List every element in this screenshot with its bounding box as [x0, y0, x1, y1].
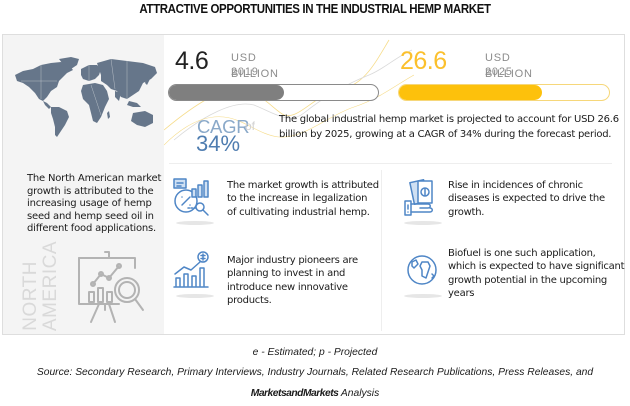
- icon-shadow: [176, 221, 214, 225]
- stat-2019-progress-fill: [169, 85, 284, 100]
- icon-shadow: [404, 294, 442, 298]
- brand-name: MarketsandMarkets: [250, 388, 339, 399]
- cagr-value: 34%: [196, 131, 241, 156]
- region-label-line2: AMERICA: [40, 240, 61, 331]
- region-panel: The North American market growth is attr…: [3, 35, 164, 334]
- cagr-of: of: [245, 119, 256, 133]
- growth-chart-dollar-icon: [172, 250, 218, 298]
- stat-2025-value: 26.6: [400, 47, 447, 75]
- stat-2019-progress-bar: [168, 84, 379, 101]
- region-label: NORTH AMERICA: [17, 241, 63, 331]
- stat-2019-unit: USD BILLION: [231, 52, 279, 80]
- insight-investment-text: Major industry pioneers are planning to …: [227, 255, 358, 306]
- stat-2019-value: 4.6: [175, 47, 209, 75]
- stat-2025-progress-fill: [399, 85, 542, 100]
- infographic-title: ATTRACTIVE OPPORTUNITIES IN THE INDUSTRI…: [139, 2, 491, 16]
- insight-legalization-text: The market growth is attributed to the i…: [227, 180, 379, 218]
- section-divider: [169, 163, 612, 164]
- analysis-label: Analysis: [338, 388, 380, 399]
- region-description: The North American market growth is attr…: [27, 173, 162, 235]
- icon-shadow: [176, 294, 214, 298]
- stat-2019-year: 2019: [231, 66, 259, 78]
- column-divider: [381, 170, 382, 331]
- globe-icon: [400, 250, 446, 298]
- region-label-line1: NORTH: [20, 261, 41, 331]
- presentation-analytics-icon: [78, 251, 144, 323]
- stat-2025-unit: USD BILLION: [485, 52, 533, 80]
- stat-2025-year: 2025: [485, 66, 513, 78]
- source-attribution: MarketsandMarkets Analysis: [0, 388, 630, 399]
- cagr-description: The global industrial hemp market is pro…: [279, 114, 619, 140]
- world-map-icon: [15, 57, 157, 137]
- insight-biofuel-text: Biofuel is one such application, which i…: [448, 248, 625, 299]
- cagr-label: CAGR: [197, 116, 250, 137]
- stat-2025-progress-bar: [398, 84, 610, 101]
- insight-chronic-diseases-text: Rise in incidences of chronic diseases i…: [448, 180, 605, 218]
- money-hand-icon: [400, 177, 446, 225]
- estimate-legend: e - Estimated; p - Projected: [252, 347, 378, 358]
- icon-shadow: [404, 221, 442, 225]
- analytics-report-icon: [172, 177, 218, 225]
- source-note: Source: Secondary Research, Primary Inte…: [36, 367, 594, 378]
